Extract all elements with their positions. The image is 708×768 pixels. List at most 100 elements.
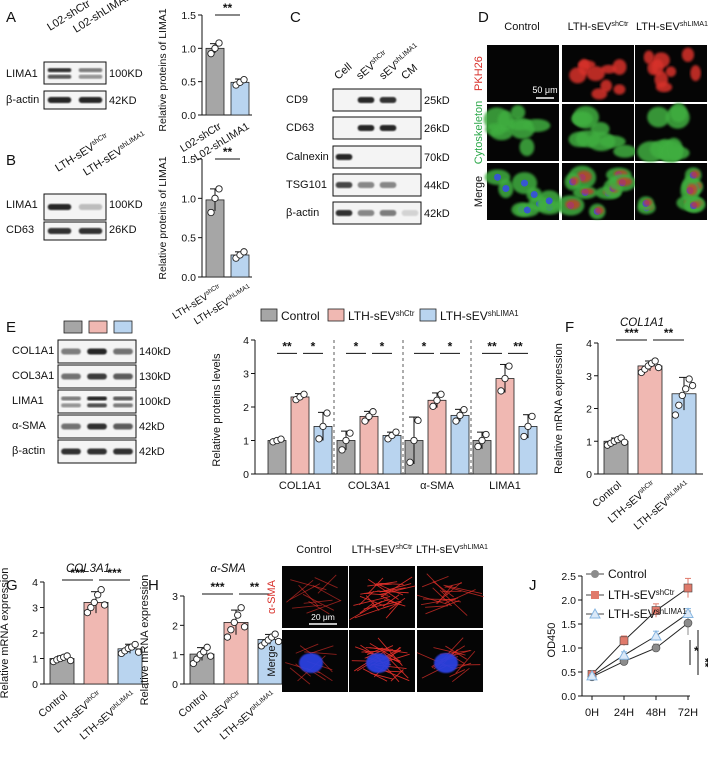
panelI-actin-fiber bbox=[308, 600, 330, 615]
panelJ-point bbox=[651, 643, 661, 653]
lane-label: CM bbox=[399, 62, 420, 82]
panelC-4-blot bbox=[332, 201, 422, 225]
panelG-sig-label: *** bbox=[107, 566, 121, 580]
panelG-y-tick-label: 2 bbox=[32, 628, 38, 640]
panelD-cytoskeleton bbox=[659, 140, 683, 164]
panelC-1-band bbox=[357, 125, 375, 131]
panelF-bar-data-point bbox=[688, 381, 697, 390]
panel-label-C: C bbox=[290, 9, 301, 26]
panelD-nucleus bbox=[530, 190, 538, 198]
panelD-cytoskeleton bbox=[637, 141, 665, 163]
y-axis-label: Relative proteins of LIMA1 bbox=[157, 8, 169, 131]
legend-label-base: LTH-sEV bbox=[608, 588, 656, 602]
legend-marker bbox=[591, 570, 599, 578]
panelI-actin-fiber bbox=[367, 581, 398, 587]
panelI-tile bbox=[417, 566, 483, 628]
panelA-lima1-blot bbox=[43, 61, 107, 85]
panelF-bar-bar bbox=[637, 365, 663, 475]
panelA-actin-blot bbox=[43, 90, 107, 110]
panelG-bar-data-point bbox=[131, 640, 139, 649]
panelA-bar-shctr-data-point bbox=[207, 50, 215, 58]
panelI-actin-fiber bbox=[365, 595, 380, 611]
panelA-lima1-band bbox=[47, 74, 72, 79]
lane-color-key bbox=[88, 320, 108, 334]
panelB-cd63-band bbox=[78, 228, 103, 234]
panelE-y-tick-label: 0 bbox=[243, 469, 249, 481]
panelC-3-band bbox=[379, 182, 397, 188]
panelE-1-band bbox=[87, 373, 107, 380]
x-tick-label-sup: shLIMA1 bbox=[110, 689, 135, 712]
panelD-nucleus bbox=[523, 206, 531, 214]
panelC-4-band bbox=[379, 210, 397, 216]
panelE-bar-data-point bbox=[319, 422, 327, 431]
panelD-cells bbox=[568, 105, 637, 158]
panelJ-point bbox=[586, 669, 598, 681]
panelE-2-band bbox=[87, 396, 107, 401]
blot-row-label: COL3A1 bbox=[12, 370, 54, 382]
panelJ-y-tick-label: 0.0 bbox=[561, 691, 576, 703]
panelE-bar-data-point bbox=[410, 436, 418, 445]
panelD-nucleus bbox=[545, 197, 553, 205]
panel-label-A: A bbox=[6, 9, 16, 26]
panelI-nucleus bbox=[299, 653, 323, 673]
panelI-actin-fiber bbox=[379, 585, 416, 596]
panelD-cytoskeleton bbox=[519, 138, 535, 157]
panelI-actin-fiber bbox=[381, 587, 406, 592]
panelI-actin-fiber bbox=[443, 598, 461, 603]
legend-label: LTH-sEVshLIMA1 bbox=[608, 607, 687, 621]
mw-label: 42kD bbox=[139, 421, 165, 433]
panelJ-series-line bbox=[591, 622, 689, 678]
panelI-actin-fiber bbox=[365, 647, 394, 650]
panelA-bar-shctr-data-point bbox=[215, 39, 223, 47]
panelF-bar-data-point bbox=[678, 391, 686, 400]
blot-row-label: β-actin bbox=[12, 445, 45, 457]
panelD-cytoskeleton bbox=[573, 111, 594, 127]
panelD-nucleus bbox=[521, 179, 529, 187]
panelB-bar-shctr-data-point bbox=[207, 208, 215, 217]
panelE-bar-data-point bbox=[482, 430, 490, 439]
column-label: Control bbox=[504, 21, 539, 33]
panelE-bar-data-point bbox=[361, 417, 369, 425]
legend-label: LTH-sEVshCtr bbox=[608, 588, 675, 602]
panelI-actin-fiber bbox=[420, 597, 459, 606]
panelJ-series-line bbox=[591, 587, 689, 675]
panelA-y-tick-label: 0.0 bbox=[181, 110, 196, 122]
panelD-nucleus bbox=[494, 173, 502, 181]
panelI-actin-fiber bbox=[445, 586, 484, 598]
panelH-bar-data-point bbox=[206, 652, 215, 660]
panelF-y-tick-label: 3 bbox=[586, 371, 592, 383]
panelJ-y-tick-label: 0.5 bbox=[561, 667, 576, 679]
panelE-0-band bbox=[87, 348, 107, 355]
y-axis-label: Relative proteins of LIMA1 bbox=[157, 156, 169, 279]
panelD-vesicle bbox=[690, 65, 701, 82]
panelD-tile bbox=[487, 45, 559, 102]
panelI-actin-fiber bbox=[444, 582, 463, 588]
x-tick-label: 0H bbox=[585, 707, 599, 719]
mw-label: 100KD bbox=[109, 68, 143, 80]
panelE-bar-data-point bbox=[528, 412, 536, 421]
column-label: LTH-sEVshCtr bbox=[568, 20, 629, 33]
panelF-bar-data-point bbox=[620, 438, 629, 446]
panelC-0-band bbox=[379, 97, 397, 103]
scale-bar-label: 50 μm bbox=[532, 85, 557, 95]
lane-label: Cell bbox=[332, 61, 354, 82]
panelE-bar-data-point bbox=[392, 428, 400, 436]
blot-row-label: COL1A1 bbox=[12, 345, 54, 357]
panelD-nucleus bbox=[502, 184, 510, 192]
panelE-sig-label: ** bbox=[513, 339, 523, 353]
panelC-4-band bbox=[401, 210, 419, 216]
panelH-bar-data-point bbox=[237, 604, 245, 612]
panelH-bar-data-point bbox=[271, 630, 279, 638]
panelD-vesicle bbox=[565, 199, 581, 210]
panelI-actin-fiber bbox=[449, 669, 466, 678]
panelE-bar-data-point bbox=[437, 390, 445, 398]
panelD-cytoskeleton bbox=[590, 121, 610, 137]
lane-color-key bbox=[113, 320, 133, 334]
panelG-bar-data-point bbox=[87, 603, 95, 612]
panelA-bar-shctr-bar bbox=[205, 47, 225, 116]
panelI-actin-fiber bbox=[354, 605, 389, 619]
lane-label: sEVshLIMA1 bbox=[377, 41, 422, 82]
column-label: LTH-sEVshLIMA1 bbox=[416, 543, 488, 556]
panelE-sig-label: ** bbox=[282, 339, 292, 353]
panelE-2-band bbox=[61, 396, 81, 401]
